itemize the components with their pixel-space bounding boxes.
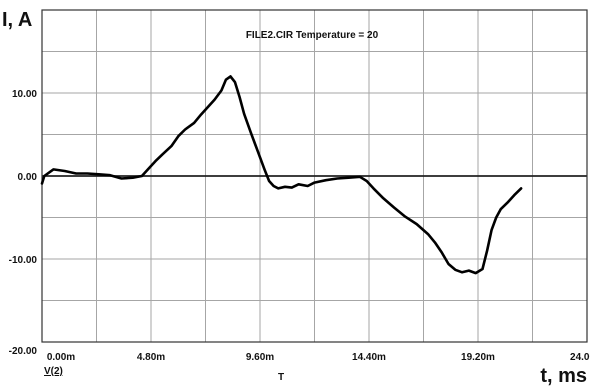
trace-label: V(2) xyxy=(44,366,63,377)
x-axis-sublabel: T xyxy=(278,372,284,383)
y-axis-label: I, A xyxy=(2,9,32,31)
series-line xyxy=(40,75,523,275)
x-tick-label: 4.80m xyxy=(137,352,165,363)
y-tick-label: 0.00 xyxy=(18,172,38,183)
x-tick-label: 9.60m xyxy=(246,352,274,363)
y-tick-label: -10.00 xyxy=(9,255,38,266)
x-tick-label: 0.00m xyxy=(47,352,75,363)
series-layer xyxy=(40,75,523,275)
y-tick-label: 10.00 xyxy=(12,89,37,100)
y-tick-label: -20.00 xyxy=(9,346,38,357)
grid xyxy=(42,10,587,342)
chart-annotation: FILE2.CIR Temperature = 20 xyxy=(246,30,379,41)
tick-layer: 0.00m 4.80m 9.60m 14.40m 19.20m 24.00m 10.00 0.… xyxy=(9,89,590,363)
plot-border xyxy=(41,9,588,343)
x-tick-label: 19.20m xyxy=(461,352,495,363)
x-tick-label: 24.00m xyxy=(570,352,590,363)
x-tick-label: 14.40m xyxy=(352,352,386,363)
x-axis-label: t, ms xyxy=(540,365,587,387)
